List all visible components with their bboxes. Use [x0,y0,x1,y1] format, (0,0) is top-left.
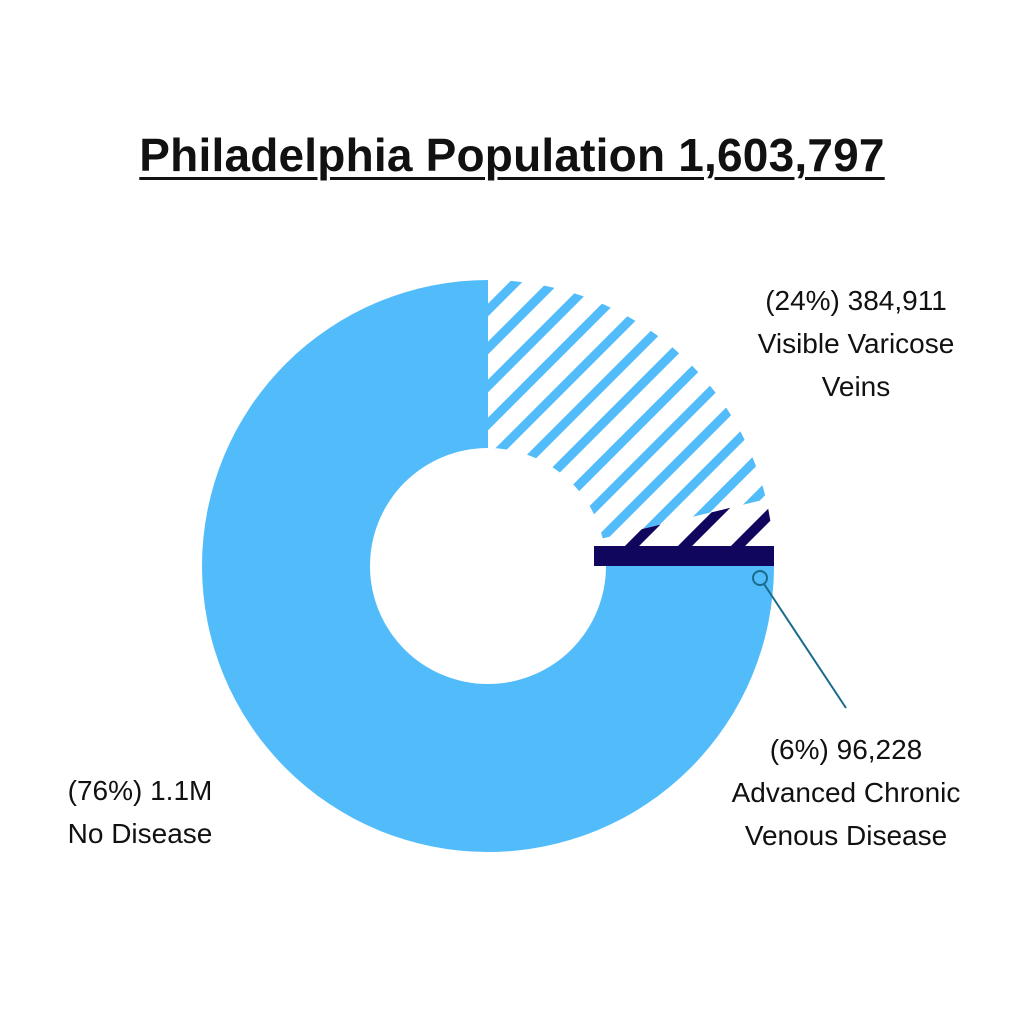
label-advanced-line1: Advanced Chronic [731,777,961,808]
leader-dot-advanced [752,570,768,586]
label-advanced-value: (6%) 96,228 [769,734,923,765]
label-visible-varicose-veins: (24%) 384,911 Visible Varicose Veins [706,279,1006,408]
label-none-value: (76%) 1.1M [67,775,213,806]
label-advanced-chronic-venous-disease: (6%) 96,228 Advanced Chronic Venous Dise… [696,728,996,857]
slice-no-disease [202,280,774,852]
label-none-line1: No Disease [67,818,213,849]
leader-line-advanced [763,583,847,709]
chart-title: Philadelphia Population 1,603,797 [139,129,885,181]
label-visible-line1: Visible Varicose [757,328,955,359]
label-visible-line2: Veins [821,371,891,402]
label-visible-value: (24%) 384,911 [765,285,947,316]
slice-visible-varicose-veins [488,280,767,539]
slice-advanced-outline-band [594,546,774,566]
label-no-disease: (76%) 1.1M No Disease [40,769,240,855]
label-advanced-line2: Venous Disease [744,820,948,851]
